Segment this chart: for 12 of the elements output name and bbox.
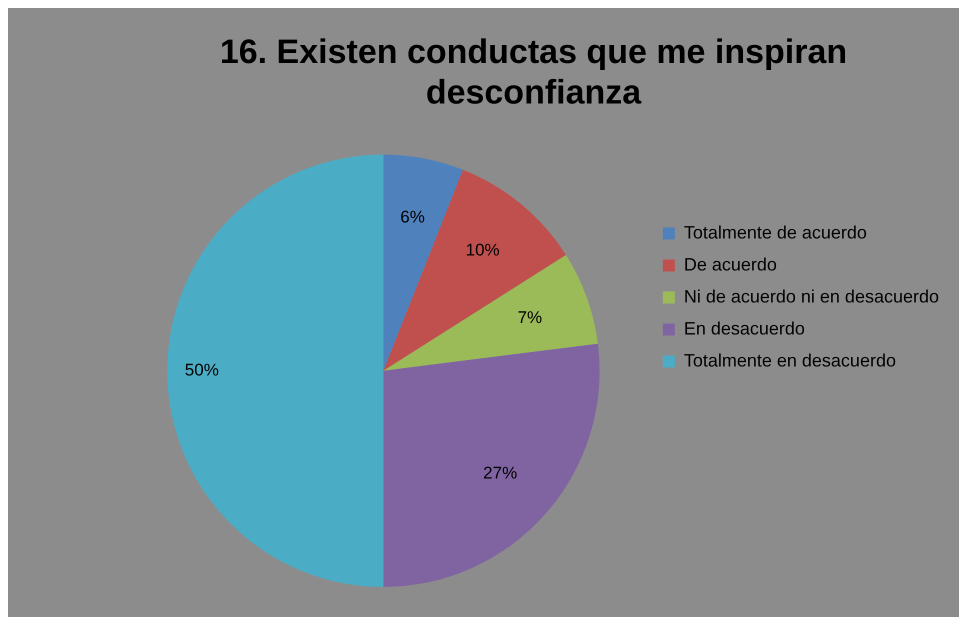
legend-label: Totalmente en desacuerdo bbox=[684, 350, 896, 370]
data-label: 7% bbox=[518, 308, 542, 327]
data-label: 10% bbox=[466, 240, 500, 260]
legend-label: En desacuerdo bbox=[684, 318, 805, 338]
text: 16. Existen conductas que me inspiran bbox=[220, 32, 848, 71]
data-label: 27% bbox=[483, 463, 518, 482]
data-label: 50% bbox=[184, 360, 219, 380]
legend-label: De acuerdo bbox=[684, 254, 777, 274]
text: desconfianza bbox=[426, 74, 642, 112]
legend-label: Ni de acuerdo ni en desacuerdo bbox=[684, 286, 940, 306]
data-label: 6% bbox=[400, 208, 425, 227]
legend-label: Totalmente de acuerdo bbox=[684, 222, 867, 242]
